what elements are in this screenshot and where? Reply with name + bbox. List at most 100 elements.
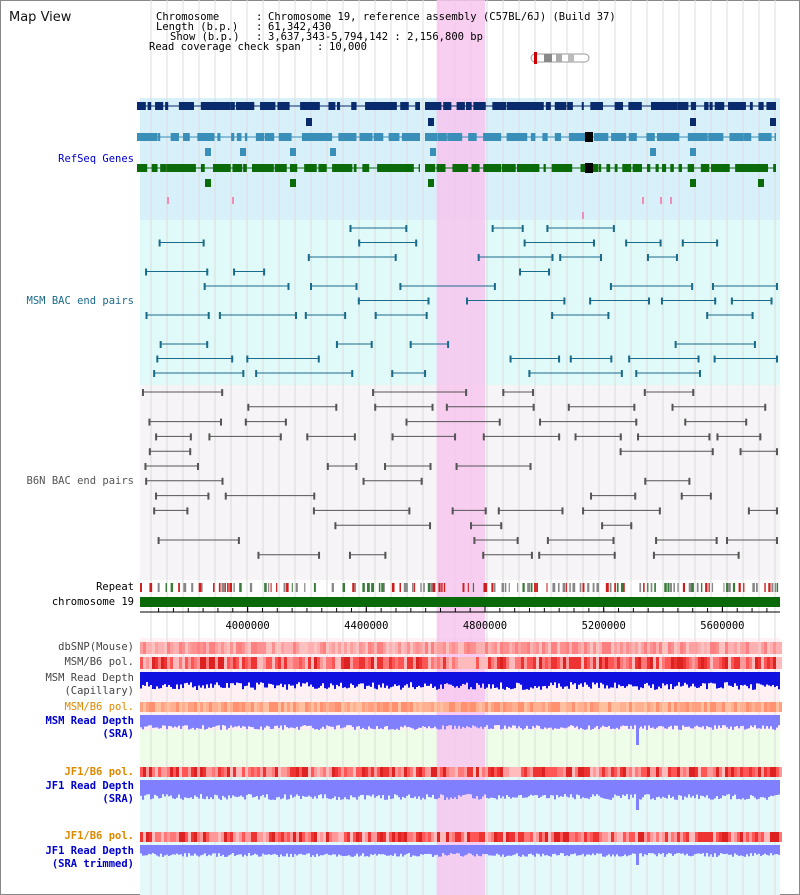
depth-bar [274,672,276,689]
gene-exon [658,102,661,110]
depth-bar [714,780,716,799]
heat-cell [686,657,689,669]
repeat-mark [270,583,272,592]
depth-bar [614,780,616,795]
heat-cell [443,657,446,669]
depth-bar [418,672,420,686]
depth-bar [698,780,700,799]
bac-end [358,239,361,247]
track-label-msm-pol[interactable]: MSM/B6 pol. [64,656,134,668]
heat-cell [374,657,377,669]
track-label-jf1-depth-sra[interactable]: JF1 Read Depth [45,780,134,792]
depth-bar [492,845,494,856]
heat-cell [545,642,548,654]
heat-cell [701,767,704,777]
depth-bar [524,780,526,798]
heat-cell [548,642,551,654]
gene-exon [190,164,196,172]
info-length-value: 61,342,430 [268,21,332,33]
depth-bar [738,845,740,856]
track-label-msm-depth-capillary[interactable]: MSM Read Depth [45,672,134,684]
gene-exon [468,133,477,141]
depth-bar [200,672,202,688]
bac-end [155,433,158,441]
track-label-repeat[interactable]: Repeat [96,581,134,593]
heat-cell [263,767,266,777]
depth-bar [744,845,746,857]
depth-bar [404,672,406,686]
track-label-jf1-depth-trimmed[interactable]: JF1 Read Depth [45,845,134,857]
depth-bar [208,780,210,800]
track-label-msm-pol-2[interactable]: MSM/B6 pol. [64,701,134,713]
heat-cell [419,767,422,777]
axis-tick-label: 5600000 [700,620,744,632]
track-label-refseq[interactable]: RefSeq Genes [58,153,134,165]
depth-bar [530,780,532,795]
heat-cell [464,642,467,654]
heat-cell [545,702,548,712]
depth-bar [280,845,282,855]
depth-bar [434,780,436,799]
heat-cell [359,832,362,842]
repeat-mark [233,583,235,592]
depth-bar [550,780,552,796]
track-label-dbsnp[interactable]: dbSNP(Mouse) [58,641,134,653]
track-label-jf1-pol-2[interactable]: JF1/B6 pol. [64,830,134,842]
heat-cell [332,657,335,669]
heat-cell [509,767,512,777]
track-label-msm-depth-sra[interactable]: MSM Read Depth [45,715,134,727]
heat-cell [764,702,767,712]
bac-end [237,537,240,544]
repeat-mark [711,583,714,592]
heat-cell [419,832,422,842]
depth-bar [354,845,356,856]
heat-cell [302,642,305,654]
heat-cell [695,767,698,777]
depth-bar [154,780,156,795]
depth-bar [684,672,686,683]
depth-bar [620,845,622,857]
depth-bar [268,845,270,855]
bac-end [770,297,773,305]
heat-cell [254,832,257,842]
depth-bar [384,780,386,800]
depth-bar [620,672,622,687]
heat-cell [650,702,653,712]
depth-bar [502,845,504,855]
heat-cell [146,767,149,777]
heat-cell [440,767,443,777]
depth-bar [196,780,198,797]
depth-bar [610,780,612,800]
heat-cell [290,767,293,777]
track-label-b6n-bac[interactable]: B6N BAC end pairs [26,475,134,487]
depth-bar [506,672,508,687]
heat-cell [686,702,689,712]
depth-bar [676,715,678,726]
heat-cell [215,657,218,669]
gene-exon [750,164,761,172]
depth-bar [316,672,318,689]
track-label-jf1-pol[interactable]: JF1/B6 pol. [64,766,134,778]
heat-cell [437,657,440,669]
depth-bar [376,672,378,690]
depth-bar [634,845,636,854]
heat-cell [347,832,350,842]
depth-bar [544,780,546,795]
info-coverage-label: Read coverage check span [149,41,301,53]
depth-bar [380,780,382,799]
depth-bar [462,672,464,684]
heat-cell [395,832,398,842]
depth-bar [578,845,580,856]
bac-end [362,477,365,485]
heat-cell [203,642,206,654]
heat-cell [548,832,551,842]
chromosome-ideogram-icon[interactable] [530,52,592,64]
depth-bar [424,845,426,854]
depth-bar [594,715,596,728]
depth-bar [512,672,514,689]
bac-end [148,418,151,426]
track-label-msm-bac[interactable]: MSM BAC end pairs [26,295,134,307]
depth-bar [360,780,362,796]
depth-bar [238,672,240,684]
